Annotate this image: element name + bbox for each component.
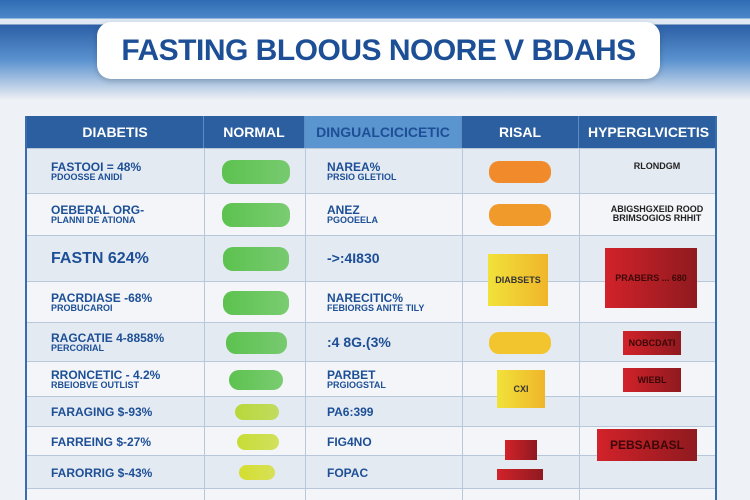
hyper-box: WIEBL <box>623 367 681 392</box>
normal-indicator <box>235 404 279 420</box>
cell-subtext: PERCORIAL <box>51 342 105 353</box>
hyper-box: PRABERS ... 680 <box>605 248 697 308</box>
diabetes-cell: PACRDIASE -68% PROBUCAROI <box>51 292 152 313</box>
cell-text: NARECITIC% <box>327 290 404 305</box>
column-divider <box>579 148 580 500</box>
column-divider <box>462 148 463 500</box>
column-header[interactable]: NORMAL <box>204 116 305 148</box>
blood-sugar-table: DIABETIS NORMAL DINGUALCICICETIC RISAL HYPER… <box>25 116 717 500</box>
prediabetic-cell: :4 8G.(3% <box>327 335 391 349</box>
risk-indicator <box>489 331 551 354</box>
prediabetic-cell: ANEZ PGOOEELA <box>327 204 378 225</box>
normal-indicator <box>239 465 275 480</box>
table-row: FARREING $-27% FIG4NO PEBSABASL <box>27 426 715 461</box>
column-header[interactable]: DIABETIS <box>27 116 204 148</box>
normal-indicator <box>222 159 290 184</box>
table-row: FASTN 624% ->:4I830 DIABSETS PRABERS ... 68… <box>27 235 715 308</box>
risk-indicator <box>489 160 551 183</box>
cell-subtext: PDOOSSE ANIDI <box>51 171 123 182</box>
table-row: PACRDIASE -68% PROBUCAROI NARECITIC% FEBIOR… <box>27 281 715 322</box>
cell-text: FOPAC <box>327 465 369 480</box>
cell-text: FIG4NO <box>327 434 372 449</box>
normal-indicator <box>229 369 283 390</box>
normal-indicator <box>226 331 287 354</box>
cell-text: FASTOOI = 48% <box>51 159 142 174</box>
diabetes-cell: FARAGING $-93% <box>51 406 152 418</box>
diabetes-cell: FARORRIG $-43% <box>51 467 152 479</box>
cell-text: FARREING $-27% <box>51 434 152 449</box>
cell-text: OEBERAL ORG- <box>51 203 145 217</box>
normal-indicator <box>223 290 289 315</box>
cell-text: RAGCATIE 4-8858% <box>51 330 165 345</box>
column-divider <box>204 148 205 500</box>
table-row: FASTOOI = 48% PDOOSSE ANIDI NAREA% PRSIO GL… <box>27 148 715 193</box>
prediabetic-cell: PA6:399 <box>327 406 373 418</box>
cell-text: FARORRIG $-43% <box>51 465 153 480</box>
cell-subtext: PRGIOGSTAL <box>327 379 386 390</box>
table-row: RAGCATIE 4-8858% PERCORIAL :4 8G.(3% NOBCDA… <box>27 322 715 361</box>
column-header[interactable]: DINGUALCICICETIC <box>305 116 462 148</box>
risk-box: CXI <box>497 370 545 408</box>
column-header[interactable]: HYPERGLVICETIS <box>579 116 715 148</box>
cell-text: PA6:399 <box>327 405 374 419</box>
cell-subtext: RBEIOBVE OUTLIST <box>51 379 140 390</box>
prediabetic-cell: PARBET PRGIOGSTAL <box>327 369 386 390</box>
cell-text: FASTN 624% <box>51 250 149 267</box>
cell-text: NAREA% <box>327 159 381 174</box>
table-row: OEBERAL ORG- PLANNI DE ATIONA ANEZ PGOOEELA… <box>27 193 715 235</box>
cell-subtext: PROBUCAROI <box>51 302 113 313</box>
hyper-box: NOBCDATI <box>623 330 681 355</box>
hyper-note: RLONDGM <box>633 160 681 171</box>
risk-indicator <box>489 204 551 226</box>
prediabetic-cell: ->:4I830 <box>327 251 380 265</box>
table-row: RRONCETIC - 4.2% RBEIOBVE OUTLIST PARBET PR… <box>27 361 715 408</box>
cell-text: PACRDIASE -68% <box>51 290 153 305</box>
diabetes-cell: RRONCETIC - 4.2% RBEIOBVE OUTLIST <box>51 369 160 390</box>
cell-subtext: PGOOEELA <box>327 215 379 225</box>
cell-subtext: PLANNI DE ATIONA <box>51 215 136 225</box>
cell-subtext: PRSIO GLETIOL <box>327 171 397 182</box>
prediabetic-cell: FIG4NO <box>327 436 372 448</box>
risk-red-box <box>497 469 543 480</box>
cell-text: PARBET <box>327 367 376 382</box>
cell-text: RRONCETIC - 4.2% <box>51 367 161 382</box>
cell-text: FARAGING $-93% <box>51 405 153 419</box>
column-header[interactable]: RISAL <box>462 116 579 148</box>
cell-text: ANEZ <box>327 203 360 217</box>
table-row <box>27 488 715 500</box>
cell-text: :4 8G.(3% <box>327 333 391 350</box>
normal-indicator <box>223 247 289 271</box>
diabetes-cell: FASTN 624% <box>51 251 149 267</box>
page-title: FASTING BLOOUS NOORE V BDAHS <box>97 22 660 79</box>
diabetes-cell: FASTOOI = 48% PDOOSSE ANIDI <box>51 161 141 182</box>
risk-box: DIABSETS <box>488 254 548 306</box>
diabetes-cell: FARREING $-27% <box>51 436 151 448</box>
normal-indicator <box>237 433 279 450</box>
prediabetic-cell: NARECITIC% FEBIORGS ANITE TILY <box>327 292 424 313</box>
prediabetic-cell: NAREA% PRSIO GLETIOL <box>327 161 397 182</box>
diabetes-cell: OEBERAL ORG- PLANNI DE ATIONA <box>51 204 144 225</box>
prediabetic-cell: FOPAC <box>327 467 368 479</box>
table-row: FARAGING $-93% PA6:399 <box>27 396 715 426</box>
column-divider <box>305 148 306 500</box>
normal-indicator <box>222 203 290 227</box>
cell-subtext: FEBIORGS ANITE TILY <box>327 302 425 313</box>
risk-red-box <box>505 440 537 460</box>
cell-text: ->:4I830 <box>327 250 380 266</box>
hyper-note: ABIGSHGXEID ROOD BRIMSOGIOS RHHIT <box>610 204 704 224</box>
hyper-box: PEBSABASL <box>597 429 697 461</box>
diabetes-cell: RAGCATIE 4-8858% PERCORIAL <box>51 332 164 353</box>
